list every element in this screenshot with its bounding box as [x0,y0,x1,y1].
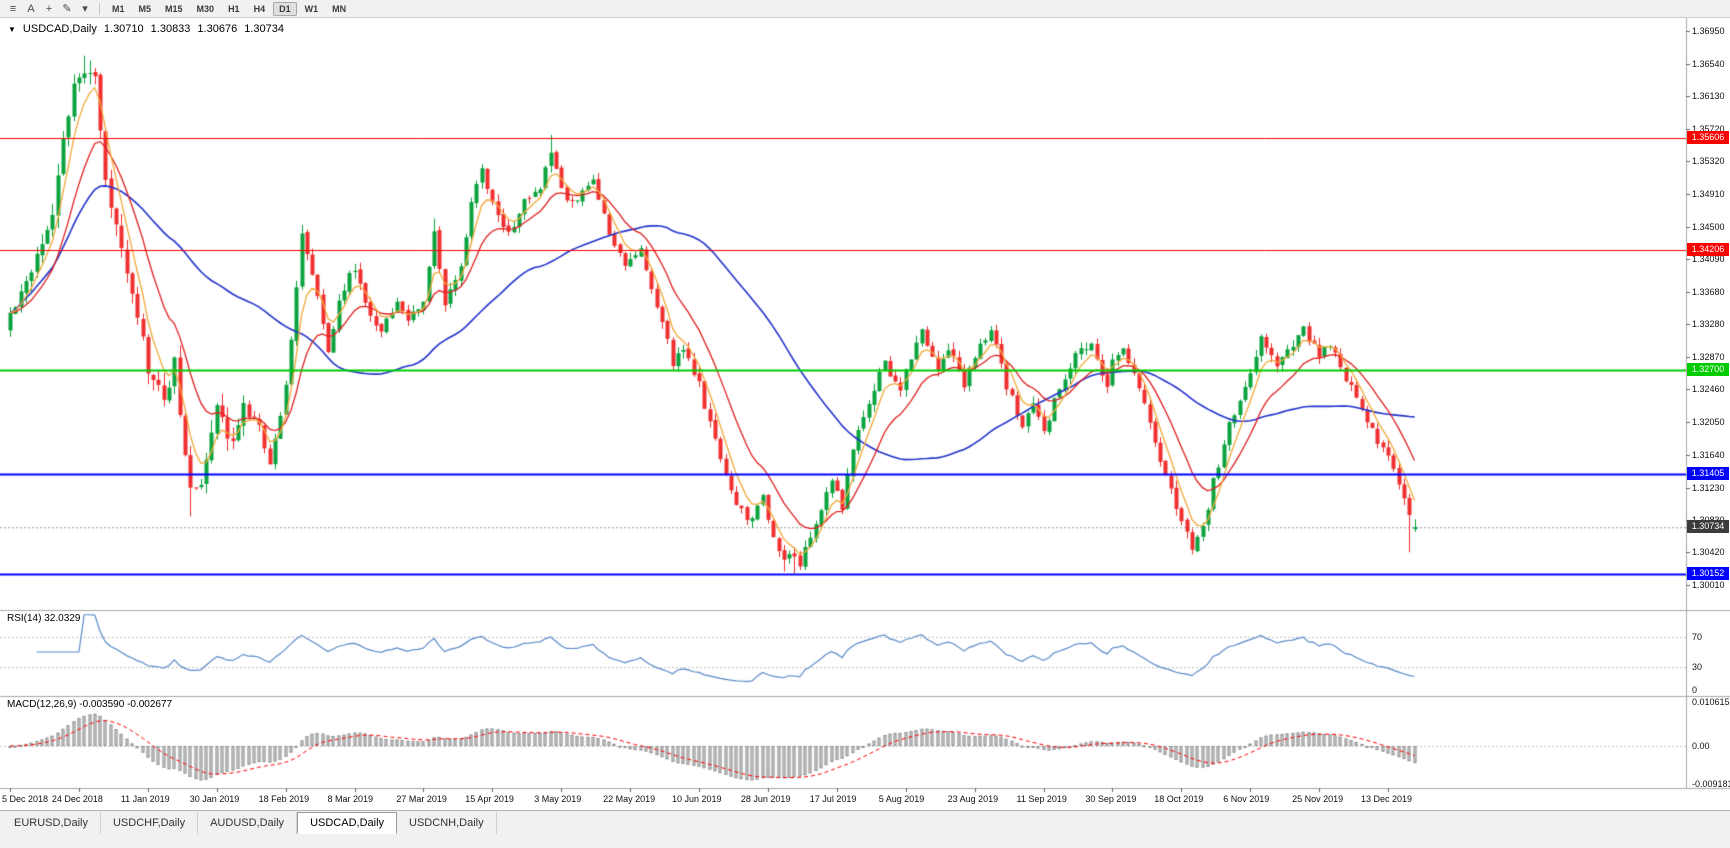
timeframe-m1[interactable]: M1 [112,3,125,14]
pencil-icon[interactable]: ✎ [62,2,72,15]
timeframe-h1[interactable]: H1 [228,3,240,14]
chart-tabs: EURUSD,Daily USDCHF,Daily AUDUSD,Daily USDC… [2,812,497,834]
letter-a-icon[interactable]: A [27,2,35,15]
top-toolbar: ≡ A + ✎ ▾ M1 M5 M15 M30 H1 H4 D1 W1 MN [0,0,1730,18]
timeframe-m30[interactable]: M30 [196,3,215,14]
timeframe-mn[interactable]: MN [332,3,347,14]
timeframe-m5[interactable]: M5 [138,3,152,14]
timeframe-group: M1 M5 M15 M30 H1 H4 D1 W1 MN [105,1,353,16]
chevron-down-icon[interactable]: ▾ [82,2,88,15]
chart-tab-bar: EURUSD,Daily USDCHF,Daily AUDUSD,Daily USDC… [0,810,1730,848]
chart-tools-group: ≡ A + ✎ ▾ [4,2,94,16]
chart-tab-usdchf-daily[interactable]: USDCHF,Daily [101,812,199,834]
timeframe-d1[interactable]: D1 [273,1,297,16]
crosshair-icon[interactable]: + [45,2,53,15]
chart-tab-usdcad-daily[interactable]: USDCAD,Daily [297,812,398,834]
chart-tab-usdcnh-daily[interactable]: USDCNH,Daily [397,812,497,834]
timeframe-w1[interactable]: W1 [304,3,319,14]
chart-tab-eurusd-daily[interactable]: EURUSD,Daily [2,812,101,834]
chart-tab-audusd-daily[interactable]: AUDUSD,Daily [198,812,298,834]
toolbar-separator [99,2,100,15]
menu-icon[interactable]: ≡ [9,2,17,15]
timeframe-h4[interactable]: H4 [253,3,266,14]
timeframe-m15[interactable]: M15 [165,3,183,14]
